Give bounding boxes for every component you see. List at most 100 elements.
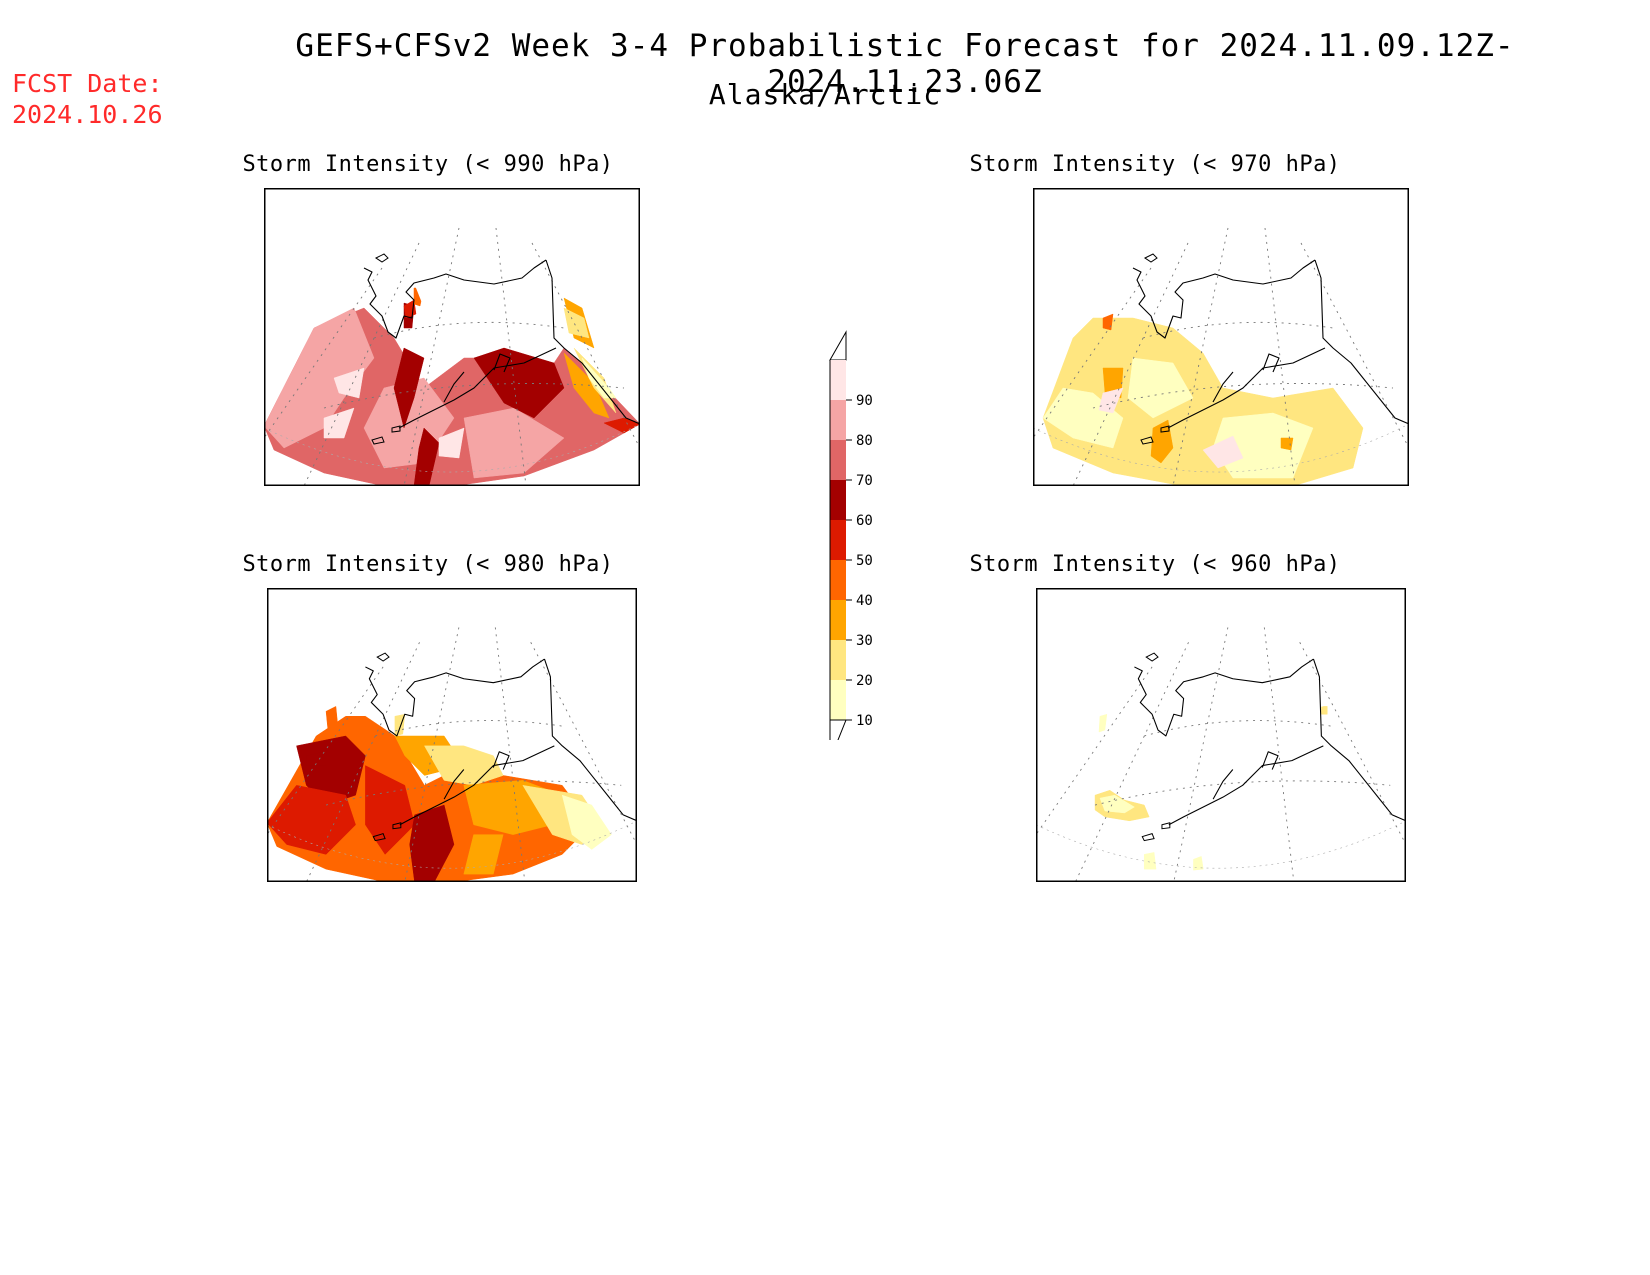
graticule-line — [375, 720, 563, 737]
island-outline — [1144, 253, 1158, 263]
colorbar-tick-label: 20 — [856, 673, 873, 689]
map-frame — [267, 588, 637, 882]
coastline — [1132, 259, 1409, 429]
probability-area — [365, 765, 415, 855]
colorbar-tick-label: 30 — [856, 633, 873, 649]
map-frame — [1036, 588, 1406, 882]
probability-area — [306, 750, 327, 766]
island-outline — [1145, 652, 1159, 662]
probability-area — [413, 427, 440, 486]
map-panel-990 — [264, 188, 640, 486]
panel-title-970: Storm Intensity (< 970 hPa) — [969, 152, 1341, 177]
graticule-line — [1172, 227, 1229, 486]
probability-area — [1102, 313, 1114, 331]
panel-title-990: Storm Intensity (< 990 hPa) — [242, 152, 614, 177]
probability-area — [393, 347, 425, 429]
island-outline — [376, 652, 390, 662]
graticule-line — [404, 627, 460, 882]
coastline — [363, 259, 640, 429]
map-panel-980 — [267, 588, 637, 882]
graticule-line — [373, 321, 565, 339]
map-content — [1036, 627, 1406, 882]
probability-area — [473, 347, 565, 419]
graticule-line — [305, 642, 420, 882]
graticule-line — [403, 227, 460, 486]
colorbar-top-triangle — [829, 330, 847, 361]
forecast-date-block: FCST Date: 2024.10.26 — [12, 68, 163, 130]
probability-area — [603, 417, 640, 434]
probability-area — [561, 794, 612, 850]
figure-subtitle: Alaska/Arctic — [708, 78, 942, 111]
domain-boundary — [267, 820, 637, 869]
colorbar-swatch — [830, 400, 846, 440]
probability-area — [1280, 437, 1294, 451]
colorbar-tick-label: 10 — [856, 713, 873, 729]
island-outline — [375, 253, 389, 263]
island-outline — [1160, 425, 1170, 433]
colorbar-swatch — [830, 640, 846, 680]
probability-area — [1098, 714, 1108, 733]
domain-boundary — [1033, 423, 1409, 473]
probability-area — [1098, 387, 1124, 414]
coastline — [1134, 658, 1406, 826]
graticule-line — [1074, 642, 1189, 882]
colorbar-bottom-triangle — [829, 719, 847, 740]
graticule-line — [303, 242, 420, 486]
probability-area — [463, 407, 565, 479]
graticule-line — [495, 227, 527, 486]
probability-area — [1193, 856, 1204, 871]
colorbar: 90 80 70 60 50 40 30 20 10 — [829, 330, 873, 740]
graticule-line — [1142, 321, 1334, 339]
colorbar-tick-label: 80 — [856, 433, 873, 449]
colorbar-swatch — [830, 360, 846, 400]
probability-area — [1127, 357, 1194, 419]
panel-title-960: Storm Intensity (< 960 hPa) — [969, 552, 1341, 577]
forecast-date-label: FCST Date: — [12, 69, 163, 98]
graticule-line — [494, 627, 526, 882]
colorbar-swatch — [830, 520, 846, 560]
graticule-line — [1173, 627, 1229, 882]
probability-area — [296, 735, 366, 806]
graticule-line — [1144, 720, 1332, 737]
graticule-line — [1263, 627, 1295, 882]
map-content — [267, 627, 637, 882]
figure-title: GEFS+CFSv2 Week 3-4 Probabilistic Foreca… — [295, 28, 1515, 100]
colorbar-tick-label: 90 — [856, 393, 873, 409]
probability-area — [1099, 794, 1135, 814]
island-outline — [371, 436, 385, 445]
graticule-line — [1094, 780, 1391, 806]
colorbar-swatch — [830, 440, 846, 480]
coastline — [365, 658, 637, 826]
island-outline — [391, 425, 401, 433]
graticule-line — [325, 780, 622, 806]
map-content — [264, 227, 640, 486]
island-outline — [372, 833, 386, 842]
probability-area — [563, 307, 590, 339]
map-content — [1033, 227, 1409, 486]
probability-area — [438, 427, 465, 459]
panel-title-980: Storm Intensity (< 980 hPa) — [242, 552, 614, 577]
island-outline — [392, 822, 402, 830]
probability-area — [1202, 435, 1244, 469]
map-frame — [1033, 188, 1409, 486]
island-outline — [1140, 436, 1154, 445]
probability-area — [463, 834, 504, 875]
map-panel-970 — [1033, 188, 1409, 486]
graticule-line — [1264, 227, 1296, 486]
map-panel-960 — [1036, 588, 1406, 882]
colorbar-tick-label: 40 — [856, 593, 873, 609]
probability-area — [1321, 706, 1328, 715]
graticule-line — [1072, 242, 1189, 486]
probability-area — [333, 367, 365, 399]
colorbar-tick-label: 60 — [856, 513, 873, 529]
probability-area — [1143, 852, 1157, 870]
graticule-line — [1092, 383, 1394, 409]
island-outline — [1141, 833, 1155, 842]
graticule-line — [323, 383, 625, 409]
colorbar-tick-label: 50 — [856, 553, 873, 569]
probability-area — [267, 785, 356, 855]
map-frame — [264, 188, 640, 486]
colorbar-swatch — [830, 480, 846, 520]
colorbar-swatch — [830, 560, 846, 600]
colorbar-swatch — [830, 680, 846, 720]
